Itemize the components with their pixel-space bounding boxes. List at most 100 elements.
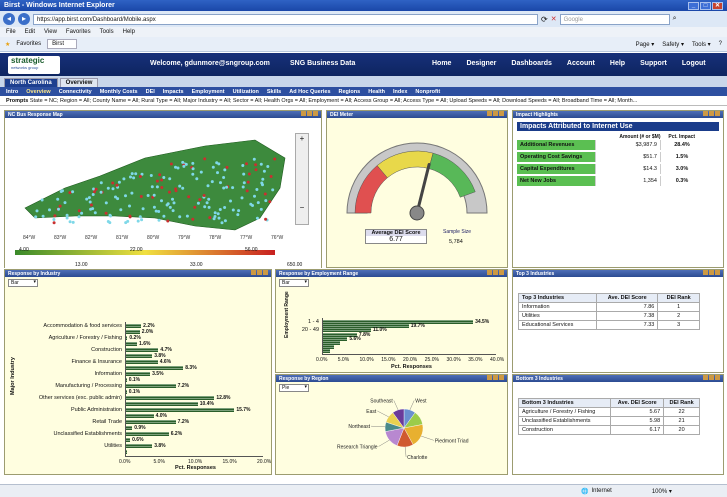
nav-home[interactable]: Home	[432, 60, 452, 67]
search-input[interactable]: Google	[559, 13, 670, 25]
subnav-nonprofit[interactable]: Nonprofit	[415, 88, 441, 95]
nav-logout[interactable]: Logout	[681, 60, 706, 67]
subnav-dei[interactable]: DEI	[145, 88, 155, 95]
map-dot	[168, 205, 172, 209]
chart-bar[interactable]	[126, 390, 127, 394]
category-label: Retail Trade	[92, 419, 122, 425]
chart-bar[interactable]	[323, 349, 330, 354]
subnav-overview[interactable]: Overview	[26, 88, 51, 95]
chart-bar[interactable]	[126, 396, 215, 400]
favorites-button[interactable]: Favorites	[16, 41, 42, 47]
chart-bar[interactable]	[323, 324, 409, 329]
map-dot	[206, 184, 210, 188]
menu-help[interactable]: Help	[122, 29, 135, 35]
nc-map[interactable]: 84°W 83°W 82°W 81°W 80°W 79°W 78°W 77°W 76°W	[5, 118, 321, 268]
menu-view[interactable]: View	[44, 29, 57, 35]
subnav-connectivity[interactable]: Connectivity	[58, 88, 92, 95]
chart-bar[interactable]	[126, 432, 169, 436]
menu-file[interactable]: File	[6, 29, 16, 35]
chart-bar[interactable]	[126, 402, 198, 406]
chart-bar[interactable]	[323, 332, 357, 337]
panel-controls[interactable]	[486, 375, 504, 382]
search-icon[interactable]: ⌕	[672, 15, 677, 22]
zoom-level[interactable]: 100% ▾	[651, 488, 672, 495]
zoom-out-button[interactable]: −	[299, 203, 305, 212]
maximize-button[interactable]: □	[700, 1, 711, 10]
panel-controls[interactable]	[702, 270, 720, 277]
chart-bar[interactable]	[126, 342, 138, 346]
subnav-index[interactable]: Index	[393, 88, 408, 95]
chart-type-select[interactable]: Bar	[279, 279, 309, 287]
nav-support[interactable]: Support	[640, 60, 667, 67]
refresh-icon[interactable]: ⟳	[541, 14, 548, 24]
prompts-bar[interactable]: Prompts State = NC; Region = All; County…	[0, 96, 727, 106]
chart-bar[interactable]	[323, 320, 474, 324]
chart-bar[interactable]	[126, 426, 133, 430]
zoom-in-button[interactable]: +	[299, 134, 305, 143]
chart-bar[interactable]	[126, 360, 158, 364]
panel-controls[interactable]	[702, 111, 720, 118]
panel-controls[interactable]	[702, 375, 720, 382]
chart-bar[interactable]	[126, 378, 127, 382]
browser-tab[interactable]: Birst	[47, 39, 78, 49]
chart-bar[interactable]	[126, 336, 128, 340]
chart-bar[interactable]	[126, 366, 184, 370]
subnav-ad-hoc-queries[interactable]: Ad Hoc Queries	[289, 88, 331, 95]
map-dot	[162, 214, 166, 218]
page-menu[interactable]: Page ▾	[635, 41, 655, 48]
chart-bar[interactable]	[126, 384, 176, 388]
tools-menu[interactable]: Tools ▾	[691, 41, 711, 48]
chart-bar[interactable]	[126, 444, 153, 448]
subnav-regions[interactable]: Regions	[338, 88, 361, 95]
safety-menu[interactable]: Safety ▾	[662, 41, 684, 48]
chart-type-select[interactable]: Bar	[8, 279, 38, 287]
panel-controls[interactable]	[486, 270, 504, 277]
subnav-health[interactable]: Health	[368, 88, 386, 95]
subnav-employment[interactable]: Employment	[191, 88, 225, 95]
stop-icon[interactable]: ✕	[550, 16, 557, 23]
chart-bar[interactable]	[126, 354, 153, 358]
chart-bar[interactable]	[126, 324, 142, 328]
menu-favorites[interactable]: Favorites	[65, 29, 91, 35]
close-button[interactable]: ✕	[712, 1, 723, 10]
subnav-monthly-costs[interactable]: Monthly Costs	[99, 88, 138, 95]
table-row: Net New Jobs 1,354 0.3%	[517, 175, 703, 188]
nav-dashboards[interactable]: Dashboards	[511, 60, 552, 67]
chart-bar[interactable]	[126, 408, 235, 412]
nav-account[interactable]: Account	[566, 60, 595, 67]
chart-bar[interactable]	[126, 330, 140, 334]
chart-bar[interactable]	[323, 345, 334, 350]
menu-tools[interactable]: Tools	[99, 29, 114, 35]
tab-north-carolina[interactable]: North Carolina	[4, 78, 58, 87]
menu-edit[interactable]: Edit	[24, 29, 36, 35]
subnav-impacts[interactable]: Impacts	[162, 88, 184, 95]
tab-overview[interactable]: Overview	[59, 78, 99, 87]
chart-bar[interactable]	[126, 450, 127, 454]
map-dot	[152, 205, 156, 209]
help-icon[interactable]: ?	[718, 40, 722, 47]
panel-controls[interactable]	[300, 111, 318, 118]
chart-bar[interactable]	[323, 341, 340, 345]
back-button[interactable]: ◂	[3, 13, 15, 25]
minimize-button[interactable]: _	[688, 1, 699, 10]
chart-bar[interactable]	[126, 414, 154, 418]
nav-designer[interactable]: Designer	[466, 60, 497, 67]
chart-bar[interactable]	[126, 438, 131, 442]
subnav-utilization[interactable]: Utilization	[232, 88, 259, 95]
subnav-intro[interactable]: Intro	[6, 88, 19, 95]
chart-type-select[interactable]: Pie	[279, 384, 309, 392]
subnav-skills[interactable]: Skills	[266, 88, 282, 95]
panel-controls[interactable]	[486, 111, 504, 118]
url-input[interactable]: https://app.birst.com/Dashboard/Mobile.a…	[33, 13, 538, 25]
map-dot	[259, 162, 263, 166]
zoom-control[interactable]: + −	[295, 133, 309, 225]
chart-bar[interactable]	[126, 372, 151, 376]
chart-bar[interactable]	[323, 336, 348, 341]
nav-help[interactable]: Help	[609, 60, 626, 67]
chart-bar[interactable]	[126, 348, 159, 352]
chart-bar[interactable]	[323, 328, 371, 333]
forward-button[interactable]: ▸	[18, 13, 30, 25]
tick-label: 35.0%	[468, 356, 483, 363]
chart-bar[interactable]	[126, 420, 176, 424]
panel-controls[interactable]	[250, 270, 268, 277]
